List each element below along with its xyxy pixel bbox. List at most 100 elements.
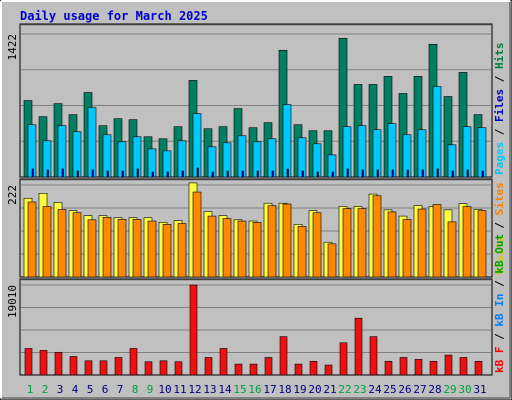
x-tick-label: 14 [218, 383, 232, 396]
kbytes-bar [159, 360, 168, 376]
sites-bar [222, 218, 232, 278]
files-bar [421, 169, 424, 178]
legend-item: / [493, 69, 506, 89]
sites-bar [327, 243, 337, 278]
files-bar [76, 170, 79, 178]
x-tick-label: 25 [383, 383, 396, 396]
x-tick-label: 16 [248, 383, 261, 396]
kbytes-bar [474, 360, 483, 376]
files-bar [301, 170, 304, 178]
x-tick-label: 23 [353, 383, 366, 396]
sites-bar [282, 203, 292, 278]
sites-bar [357, 208, 367, 278]
pages-bar [477, 127, 487, 178]
files-bar [31, 168, 34, 178]
x-tick-label: 28 [428, 383, 441, 396]
kbytes-bar [249, 363, 258, 376]
kbytes-bar [309, 360, 318, 376]
x-tick-label: 13 [203, 383, 216, 396]
legend-item: / [493, 327, 506, 347]
legend-hits: Pages / Files / Hits [493, 43, 506, 176]
kbytes-bar [204, 357, 213, 376]
kbytes-bar [384, 360, 393, 376]
x-tick-label: 30 [458, 383, 471, 396]
sites-bar [402, 219, 412, 278]
plot-area-kbytes [19, 278, 493, 376]
sites-bar [237, 220, 247, 278]
sites-bar [447, 221, 457, 278]
kbytes-bar [399, 357, 408, 376]
legend-item: Hits [493, 43, 506, 70]
pages-bar [87, 107, 97, 178]
kbytes-bar [354, 317, 363, 376]
x-tick-label: 18 [278, 383, 291, 396]
x-tick-label: 24 [368, 383, 382, 396]
sites-bar [57, 209, 67, 278]
sites-bar [477, 210, 487, 278]
legend-item: Visits [493, 235, 506, 275]
files-bar [316, 171, 319, 178]
x-tick-label: 1 [27, 383, 34, 396]
files-bar [121, 170, 124, 178]
kbytes-bar [369, 336, 378, 376]
sites-bar [417, 208, 427, 278]
x-tick-label: 11 [173, 383, 186, 396]
files-bar [436, 168, 439, 178]
files-bar [451, 170, 454, 178]
files-bar [331, 171, 334, 178]
chart-panels: 1422 Pages / Files / Hits 222 Visits / Site… [6, 23, 506, 376]
x-tick-label: 29 [443, 383, 456, 396]
kbytes-bar [414, 359, 423, 376]
sites-bar [432, 204, 442, 278]
legend-visits: Visits / Sites [493, 182, 506, 275]
panel-hits: 1422 Pages / Files / Hits [6, 23, 506, 178]
pages-bar [102, 134, 112, 178]
kbytes-bar [114, 357, 123, 376]
sites-bar [147, 220, 157, 278]
sites-bar [102, 217, 112, 278]
x-tick-label: 31 [473, 383, 486, 396]
kbytes-bar [39, 350, 48, 376]
legend-item: Files [493, 89, 506, 122]
x-axis-labels: 1 2 3 4 5 6 7 8 9 10 11 12 13 14 15 16 17 18 19 20 21 22 23 24 2… [27, 383, 487, 396]
legend-kbytes: kB F / kB In / kB Out [493, 234, 506, 373]
files-bar [256, 170, 259, 178]
files-bar [136, 168, 139, 178]
x-tick-label: 20 [308, 383, 321, 396]
sites-bar [27, 201, 37, 278]
kbytes-bar [69, 356, 78, 376]
kbytes-bar [234, 363, 243, 376]
files-bar [271, 170, 274, 178]
pages-bar [282, 104, 292, 178]
panel-kbytes: 19010 kB F / kB In / kB Out [6, 234, 506, 376]
sites-bar [372, 195, 382, 278]
sites-bar [132, 219, 142, 278]
files-bar [406, 169, 409, 178]
x-tick-label: 21 [323, 383, 336, 396]
files-bar [361, 169, 364, 178]
y-tick-label-hits: 1422 [6, 34, 19, 61]
files-bar [46, 169, 49, 178]
kbytes-bar [429, 360, 438, 376]
x-tick-label: 17 [263, 383, 276, 396]
x-tick-label: 7 [117, 383, 124, 396]
files-bar [391, 169, 394, 178]
files-bar [376, 169, 379, 178]
legend-item: kB F [493, 347, 506, 374]
sites-bar [87, 219, 97, 278]
x-tick-label: 12 [188, 383, 201, 396]
sites-bar [177, 223, 187, 278]
x-tick-label: 15 [233, 383, 246, 396]
sites-bar [267, 205, 277, 278]
kbytes-bar [444, 354, 453, 376]
x-tick-label: 4 [72, 383, 79, 396]
sites-bar [462, 206, 472, 278]
kbytes-bar [84, 360, 93, 376]
x-tick-label: 19 [293, 383, 306, 396]
sites-bar [42, 206, 52, 278]
kbytes-bar [129, 348, 138, 376]
kbytes-bar [189, 284, 198, 376]
pages-bar [387, 123, 397, 178]
legend-item: kB Out [493, 234, 506, 274]
